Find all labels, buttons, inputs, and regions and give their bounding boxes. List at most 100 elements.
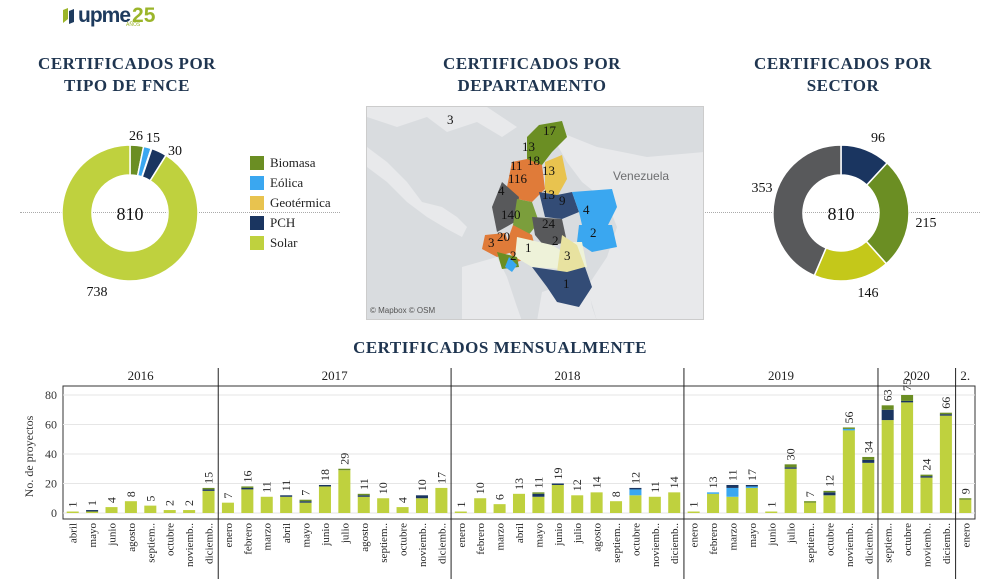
bar-segment-pch[interactable] bbox=[415, 495, 428, 499]
bar-segment-pch[interactable] bbox=[280, 495, 293, 497]
bar-segment-pch[interactable] bbox=[532, 493, 545, 497]
bar-segment-solar[interactable] bbox=[745, 487, 758, 513]
bar-segment-solar[interactable] bbox=[629, 495, 642, 513]
bar-segment-solar[interactable] bbox=[823, 495, 836, 513]
map-region-putumayo bbox=[505, 257, 517, 272]
bar-segment-solar[interactable] bbox=[784, 468, 797, 513]
bar-segment-solar[interactable] bbox=[357, 496, 370, 513]
bar-segment-solar[interactable] bbox=[726, 496, 739, 513]
bar-segment-biomasa[interactable] bbox=[842, 427, 855, 429]
bar-segment-biomasa[interactable] bbox=[338, 468, 351, 471]
bar-segment-solar[interactable] bbox=[551, 484, 564, 513]
bar-segment-solar[interactable] bbox=[590, 492, 603, 513]
donut-slice-sector[interactable] bbox=[772, 144, 842, 277]
bar-segment-biomasa[interactable] bbox=[959, 498, 972, 500]
bar-segment-solar[interactable] bbox=[66, 511, 79, 513]
bar-segment-pch[interactable] bbox=[901, 400, 914, 403]
bar-segment-biomasa[interactable] bbox=[862, 456, 875, 460]
bar-segment-solar[interactable] bbox=[474, 498, 487, 513]
bar-segment-biomasa[interactable] bbox=[920, 474, 933, 477]
donut-slice-solar[interactable] bbox=[61, 144, 199, 282]
bar-segment-biomasa[interactable] bbox=[202, 487, 215, 490]
bar-segment-eolica[interactable] bbox=[726, 487, 739, 497]
bar-segment-pch[interactable] bbox=[726, 484, 739, 488]
bar-segment-solar[interactable] bbox=[707, 493, 720, 513]
bar-segment-solar[interactable] bbox=[959, 499, 972, 513]
bar-segment-biomasa[interactable] bbox=[357, 493, 370, 496]
bar-segment-solar[interactable] bbox=[86, 511, 99, 513]
bar-segment-pch[interactable] bbox=[86, 510, 99, 512]
bar-segment-pch[interactable] bbox=[299, 501, 312, 503]
bar-segment-biomasa[interactable] bbox=[901, 395, 914, 401]
bar-segment-solar[interactable] bbox=[571, 495, 584, 513]
bar-segment-biomasa[interactable] bbox=[804, 501, 817, 503]
bar-segment-pch[interactable] bbox=[881, 409, 894, 421]
bar-segment-solar[interactable] bbox=[881, 420, 894, 513]
bar-segment-eolica[interactable] bbox=[707, 492, 720, 494]
bar-segment-solar[interactable] bbox=[532, 496, 545, 513]
bar-segment-pch[interactable] bbox=[551, 483, 564, 485]
bar-segment-solar[interactable] bbox=[804, 502, 817, 513]
bar-segment-solar[interactable] bbox=[668, 492, 681, 513]
bar-segment-pch[interactable] bbox=[318, 484, 331, 487]
bar-segment-solar[interactable] bbox=[163, 510, 176, 513]
bar-segment-pch[interactable] bbox=[357, 495, 370, 497]
legend-item[interactable]: Eólica bbox=[250, 173, 331, 193]
bar-segment-biomasa[interactable] bbox=[299, 499, 312, 502]
bar-segment-solar[interactable] bbox=[280, 496, 293, 513]
bar-segment-solar[interactable] bbox=[862, 462, 875, 513]
bar-segment-solar[interactable] bbox=[687, 511, 700, 513]
bar-segment-pch[interactable] bbox=[823, 492, 836, 496]
bar-segment-biomasa[interactable] bbox=[881, 405, 894, 410]
legend-item[interactable]: Geotérmica bbox=[250, 193, 331, 213]
bar-segment-solar[interactable] bbox=[512, 493, 526, 513]
bar-segment-solar[interactable] bbox=[920, 477, 933, 513]
bar-segment-pch[interactable] bbox=[202, 489, 215, 491]
bar-segment-solar[interactable] bbox=[648, 496, 661, 513]
bar-segment-solar[interactable] bbox=[396, 507, 409, 513]
bar-segment-pch[interactable] bbox=[241, 487, 254, 490]
bar-segment-pch[interactable] bbox=[939, 414, 952, 416]
bar-segment-biomasa[interactable] bbox=[939, 412, 952, 415]
bar-segment-biomasa[interactable] bbox=[532, 492, 545, 494]
map-credit[interactable]: © Mapbox © OSM bbox=[370, 306, 436, 315]
bar-segment-biomasa[interactable] bbox=[784, 464, 797, 468]
map-land-venezuela bbox=[547, 127, 703, 319]
bar-segment-solar[interactable] bbox=[415, 498, 428, 513]
bar-segment-solar[interactable] bbox=[377, 498, 390, 513]
bar-segment-solar[interactable] bbox=[318, 486, 331, 513]
map-departamentos[interactable]: 3 17 13 11 18 13 116 4 13 9 4 140 24 2 20 3 1 2 2 3 1 Venezu… bbox=[366, 106, 704, 320]
bar-segment-solar[interactable] bbox=[842, 430, 855, 513]
bar-segment-eolica[interactable] bbox=[629, 489, 642, 496]
map-region-value: 20 bbox=[497, 229, 510, 244]
bar-segment-pch[interactable] bbox=[629, 487, 642, 490]
bar-segment-solar[interactable] bbox=[299, 502, 312, 513]
bar-segment-solar[interactable] bbox=[260, 496, 273, 513]
bar-segment-solar[interactable] bbox=[105, 507, 118, 513]
legend-item[interactable]: Solar bbox=[250, 233, 331, 253]
legend-item[interactable]: Biomasa bbox=[250, 153, 331, 173]
bar-segment-solar[interactable] bbox=[144, 505, 157, 513]
bar-segment-solar[interactable] bbox=[610, 501, 623, 513]
bar-segment-biomasa[interactable] bbox=[823, 490, 836, 493]
bar-segment-solar[interactable] bbox=[241, 489, 254, 513]
bar-segment-pch[interactable] bbox=[745, 484, 758, 487]
bar-segment-eolica[interactable] bbox=[745, 486, 758, 488]
bar-segment-solar[interactable] bbox=[493, 504, 506, 513]
bar-segment-solar[interactable] bbox=[454, 511, 467, 513]
bar-segment-solar[interactable] bbox=[221, 502, 234, 513]
bar-segment-solar[interactable] bbox=[338, 470, 351, 513]
bar-segment-biomasa[interactable] bbox=[241, 486, 254, 488]
bar-segment-solar[interactable] bbox=[183, 510, 196, 513]
legend-item[interactable]: PCH bbox=[250, 213, 331, 233]
bar-segment-pch[interactable] bbox=[784, 467, 797, 469]
bar-segment-solar[interactable] bbox=[939, 415, 952, 513]
bar-segment-pch[interactable] bbox=[862, 459, 875, 463]
bar-segment-pch[interactable] bbox=[920, 476, 933, 478]
bar-segment-solar[interactable] bbox=[765, 511, 778, 513]
bar-segment-solar[interactable] bbox=[202, 490, 215, 513]
bar-segment-solar[interactable] bbox=[435, 487, 448, 513]
bar-segment-solar[interactable] bbox=[124, 501, 137, 513]
bar-segment-solar[interactable] bbox=[901, 402, 914, 513]
bar-segment-eolica[interactable] bbox=[842, 428, 855, 431]
